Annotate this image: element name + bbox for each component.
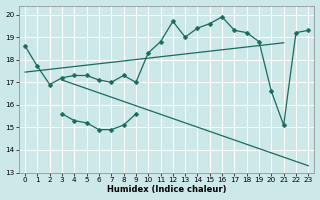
- X-axis label: Humidex (Indice chaleur): Humidex (Indice chaleur): [107, 185, 227, 194]
